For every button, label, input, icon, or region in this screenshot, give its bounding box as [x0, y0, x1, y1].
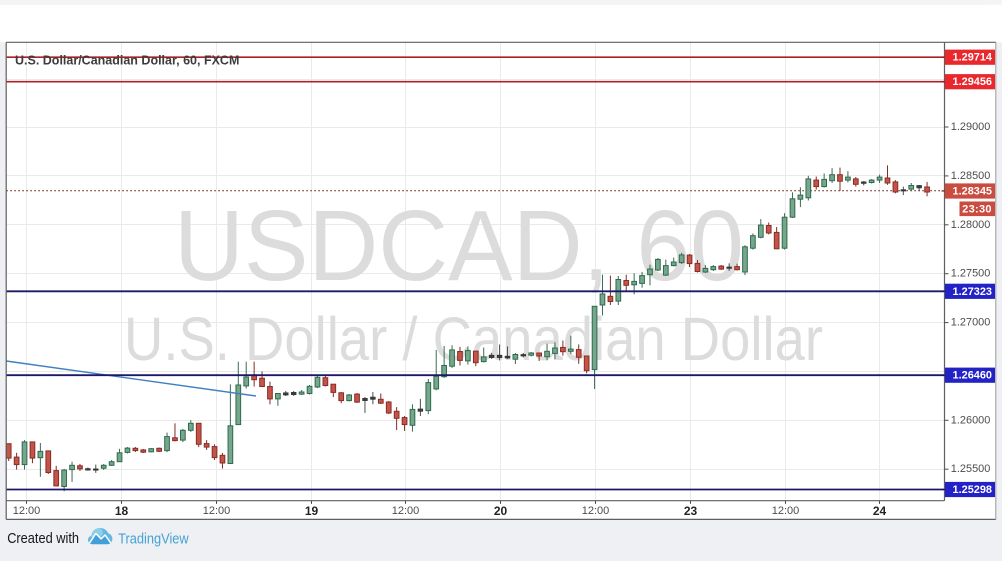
- svg-text:1.29000: 1.29000: [951, 121, 991, 133]
- svg-text:1.28500: 1.28500: [951, 170, 991, 182]
- svg-text:1.26000: 1.26000: [951, 414, 991, 426]
- svg-text:1.25298: 1.25298: [953, 484, 993, 496]
- svg-text:1.29456: 1.29456: [953, 76, 993, 88]
- svg-text:USDCAD, 60: USDCAD, 60: [174, 190, 744, 302]
- svg-text:12:00: 12:00: [13, 505, 41, 517]
- svg-text:U.S. Dollar/Canadian Dollar, 6: U.S. Dollar/Canadian Dollar, 60, FXCM: [15, 54, 239, 68]
- svg-text:Created with: Created with: [7, 531, 79, 547]
- svg-text:12:00: 12:00: [392, 505, 420, 517]
- svg-text:U.S. Dollar / Canadian Dollar: U.S. Dollar / Canadian Dollar: [124, 305, 823, 374]
- svg-text:1.27500: 1.27500: [951, 268, 991, 280]
- svg-text:1.29714: 1.29714: [953, 52, 993, 64]
- svg-text:12:00: 12:00: [772, 505, 800, 517]
- svg-text:18: 18: [115, 504, 129, 518]
- svg-text:20: 20: [494, 504, 508, 518]
- svg-text:12:00: 12:00: [582, 505, 610, 517]
- svg-text:1.27000: 1.27000: [951, 317, 991, 329]
- svg-text:1.26460: 1.26460: [953, 370, 993, 382]
- svg-text:23: 23: [684, 504, 698, 518]
- svg-text:1.28345: 1.28345: [953, 186, 993, 198]
- svg-text:24: 24: [873, 504, 887, 518]
- svg-text:1.25500: 1.25500: [951, 463, 991, 475]
- svg-text:23:30: 23:30: [962, 203, 992, 215]
- svg-text:1.27323: 1.27323: [953, 286, 993, 298]
- svg-text:19: 19: [305, 504, 319, 518]
- svg-text:TradingView: TradingView: [118, 531, 189, 548]
- svg-text:1.28000: 1.28000: [951, 219, 991, 231]
- svg-text:12:00: 12:00: [203, 505, 231, 517]
